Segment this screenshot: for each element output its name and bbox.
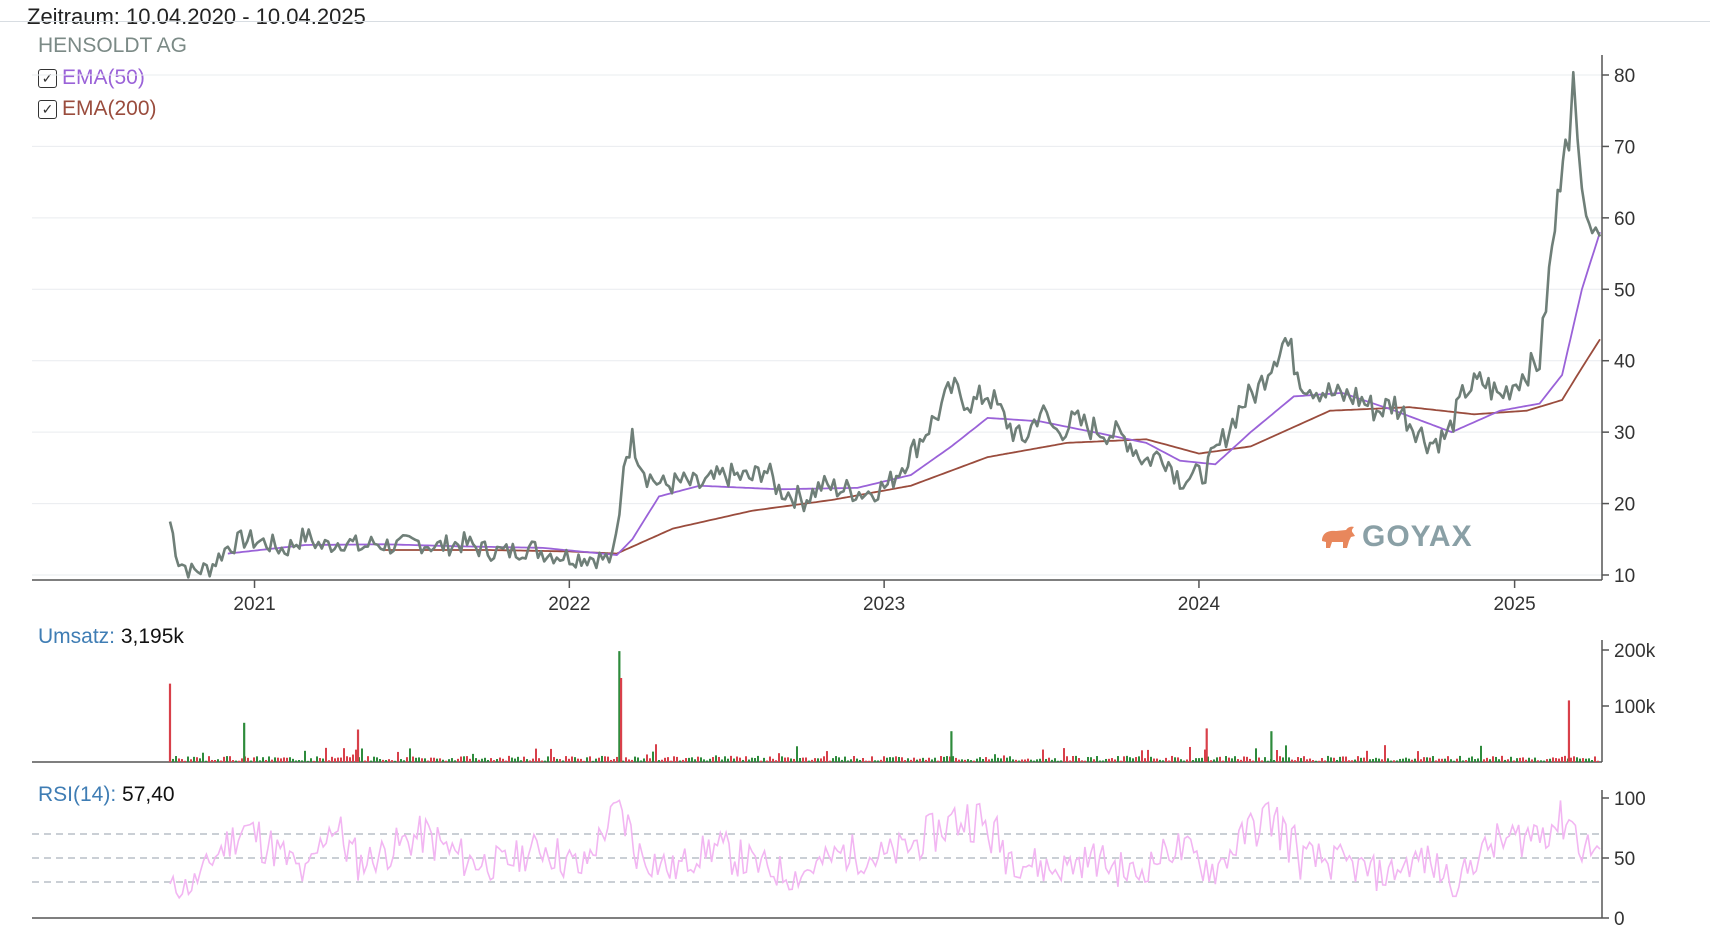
instrument-name: HENSOLDT AG — [38, 34, 187, 57]
watermark-text: GOYAX — [1362, 520, 1473, 553]
volume-tick-label: 200k — [1614, 641, 1656, 662]
rsi-tick-label: 100 — [1614, 789, 1646, 810]
rsi-line — [169, 799, 1601, 900]
y-tick-label: 40 — [1614, 352, 1635, 373]
checkbox-checked-icon[interactable]: ✓ — [38, 99, 57, 119]
volume-value: 3,195k — [120, 625, 184, 648]
volume-key: Umsatz: — [38, 625, 116, 648]
volume-tick-label: 100k — [1614, 697, 1656, 718]
rsi-value: 57,40 — [122, 783, 175, 806]
ema200-line — [384, 338, 1601, 555]
bull-icon — [1322, 526, 1355, 548]
rsi-key: RSI(14): — [38, 783, 117, 806]
y-tick-label: 50 — [1614, 280, 1635, 301]
x-tick-label: 2021 — [233, 594, 275, 615]
price-line — [168, 70, 1602, 579]
x-tick-label: 2022 — [548, 594, 590, 615]
y-tick-label: 70 — [1614, 137, 1635, 158]
x-tick-label: 2023 — [863, 594, 905, 615]
volume-label: Umsatz: 3,195k — [38, 625, 184, 649]
header-divider — [0, 21, 1710, 22]
rsi-tick-label: 50 — [1614, 849, 1635, 870]
y-tick-label: 60 — [1614, 209, 1635, 230]
y-tick-label: 30 — [1614, 423, 1635, 444]
y-tick-label: 10 — [1614, 566, 1635, 587]
legend-label-ema50: EMA(50) — [62, 66, 145, 89]
legend-label-ema200: EMA(200) — [62, 97, 157, 120]
y-tick-label: 80 — [1614, 66, 1635, 87]
checkbox-checked-icon[interactable]: ✓ — [38, 68, 57, 88]
x-tick-label: 2024 — [1178, 594, 1221, 615]
legend-item-ema50[interactable]: ✓ EMA(50) — [38, 65, 145, 91]
ema50-line — [227, 231, 1601, 556]
rsi-tick-label: 0 — [1614, 909, 1625, 925]
x-tick-label: 2025 — [1493, 594, 1535, 615]
rsi-label: RSI(14): 57,40 — [38, 783, 175, 807]
legend-item-ema200[interactable]: ✓ EMA(200) — [38, 96, 157, 122]
y-tick-label: 20 — [1614, 495, 1635, 516]
period-label: Zeitraum: 10.04.2020 - 10.04.2025 — [27, 4, 366, 29]
watermark: GOYAX — [1318, 520, 1473, 554]
